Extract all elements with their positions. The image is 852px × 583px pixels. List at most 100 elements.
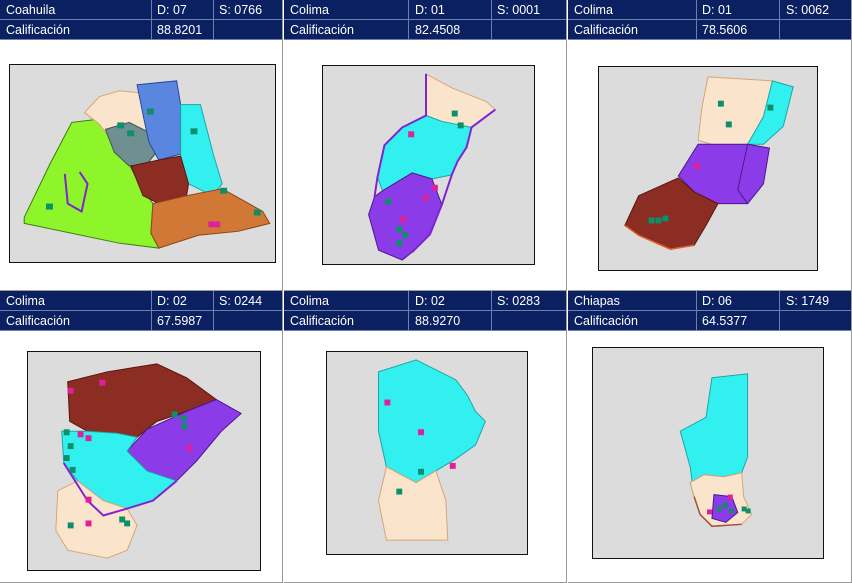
- school-marker: [728, 508, 734, 514]
- boundary-line: [62, 462, 178, 517]
- route-line: [63, 171, 89, 214]
- school-marker: [119, 516, 126, 523]
- school-marker: [63, 455, 70, 461]
- school-marker: [662, 215, 669, 222]
- c-marker: [418, 429, 425, 436]
- score-value: 78.5606: [702, 23, 748, 37]
- card-header: Colima D: 02 S: 0244 Calificación 67.598…: [0, 291, 282, 331]
- map-card: Colima D: 01 S: 0062 Calificación 78.560…: [568, 0, 852, 291]
- school-marker: [457, 122, 464, 129]
- state-name: Chiapas: [574, 294, 620, 308]
- c-marker-group: [67, 379, 193, 527]
- score-value: 67.5987: [157, 314, 203, 328]
- card-header: Colima D: 01 S: 0001 Calificación 82.450…: [284, 0, 566, 40]
- zone-brown: [130, 155, 190, 205]
- zone-beige: [377, 466, 449, 541]
- school-marker: [171, 411, 178, 418]
- boundary-line: [693, 496, 742, 528]
- c-marker: [208, 221, 215, 228]
- map-svg: [55, 363, 242, 559]
- school-marker: [451, 110, 458, 117]
- district-code: D: 01: [415, 3, 445, 17]
- c-marker: [423, 194, 429, 201]
- school-marker: [418, 468, 425, 475]
- c-marker: [384, 399, 391, 406]
- score-label: Calificación: [290, 314, 354, 328]
- zone-cyan: [746, 80, 794, 145]
- score-label: Calificación: [290, 23, 354, 37]
- state-name: Colima: [290, 294, 329, 308]
- c-marker-group: [400, 131, 438, 223]
- section-code: S: 0062: [786, 3, 830, 17]
- school-marker: [190, 128, 198, 135]
- c-marker: [186, 445, 193, 452]
- state-name: Colima: [574, 3, 613, 17]
- score-label: Calificación: [6, 314, 70, 328]
- school-marker: [220, 187, 228, 194]
- map-card: Chiapas D: 06 S: 1749 Calificación 64.53…: [568, 291, 852, 583]
- score-label: Calificación: [574, 314, 638, 328]
- c-marker-group: [707, 494, 733, 515]
- section-code: S: 0001: [497, 3, 541, 17]
- school-marker-group: [716, 502, 751, 514]
- school-marker: [180, 415, 187, 422]
- school-marker-group: [45, 108, 261, 216]
- school-marker: [722, 502, 728, 508]
- school-marker-group: [385, 110, 464, 247]
- score-label: Calificación: [6, 23, 70, 37]
- school-marker: [181, 423, 188, 430]
- section-code: S: 0283: [497, 294, 541, 308]
- district-code: D: 02: [157, 294, 187, 308]
- school-marker: [124, 520, 131, 527]
- school-marker: [69, 466, 76, 473]
- school-marker-group: [648, 100, 774, 224]
- card-header: Coahuila D: 07 S: 0766 Calificación 88.8…: [0, 0, 282, 40]
- school-marker-group: [396, 468, 425, 495]
- school-marker: [253, 209, 261, 216]
- boundary-line: [624, 224, 695, 250]
- section-code: S: 0244: [219, 294, 263, 308]
- c-marker: [431, 184, 438, 191]
- district-code: D: 01: [702, 3, 732, 17]
- card-header: Colima D: 02 S: 0283 Calificación 88.927…: [284, 291, 566, 331]
- zone-purple-east: [737, 143, 770, 205]
- state-name: Colima: [290, 3, 329, 17]
- section-map: [27, 351, 261, 571]
- school-marker-group: [63, 411, 188, 529]
- section-map: [322, 65, 535, 265]
- school-marker: [716, 506, 722, 512]
- zone-gray: [104, 121, 160, 167]
- school-marker: [655, 217, 662, 224]
- school-marker: [648, 217, 655, 224]
- section-map: [592, 347, 824, 559]
- c-marker: [694, 163, 701, 169]
- c-marker: [214, 221, 221, 228]
- c-marker: [400, 216, 407, 223]
- district-code: D: 02: [415, 294, 445, 308]
- section-code: S: 1749: [786, 294, 830, 308]
- map-svg: [23, 80, 271, 249]
- zone-purple: [368, 172, 443, 261]
- school-marker: [385, 198, 392, 205]
- school-marker: [745, 508, 751, 514]
- c-marker: [99, 379, 106, 386]
- school-marker: [117, 122, 125, 129]
- score-value: 82.4508: [415, 23, 461, 37]
- map-svg: [679, 373, 753, 528]
- section-code: S: 0766: [219, 3, 263, 17]
- c-marker: [707, 509, 712, 515]
- section-map: [326, 351, 528, 555]
- school-marker: [741, 506, 747, 512]
- district-code: D: 06: [702, 294, 732, 308]
- state-name: Colima: [6, 294, 45, 308]
- school-marker: [45, 203, 53, 210]
- c-marker: [85, 435, 92, 442]
- school-marker: [67, 522, 74, 529]
- school-marker: [717, 100, 724, 107]
- map-svg: [368, 73, 497, 261]
- card-header: Colima D: 01 S: 0062 Calificación 78.560…: [568, 0, 851, 40]
- school-marker: [146, 108, 154, 115]
- school-marker: [396, 488, 403, 495]
- card-header: Chiapas D: 06 S: 1749 Calificación 64.53…: [568, 291, 851, 331]
- section-map: [9, 64, 276, 263]
